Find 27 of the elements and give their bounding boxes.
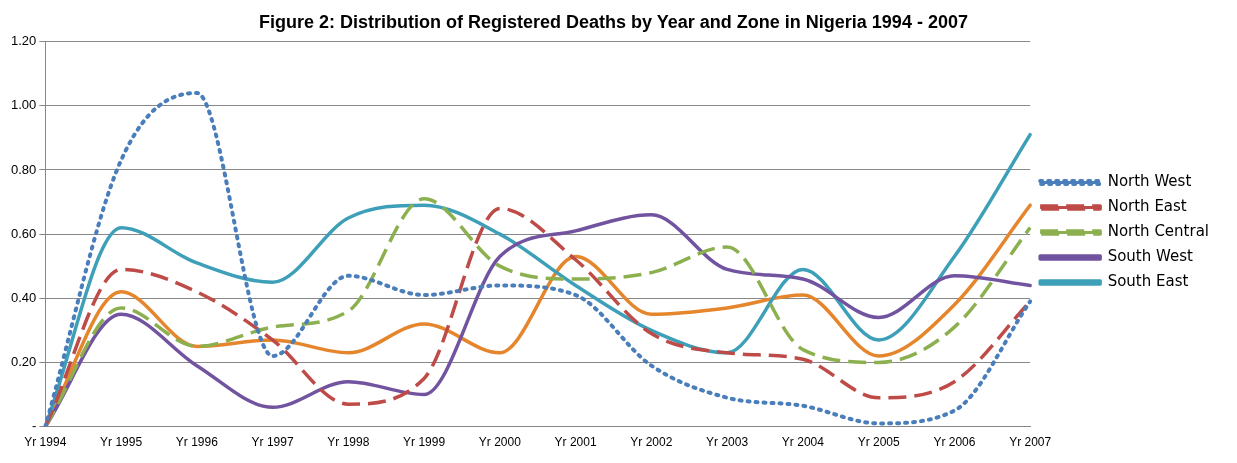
legend-label: South West [1107, 247, 1194, 266]
legend-label: South East [1107, 272, 1189, 291]
y-tick-label: 1.20 [10, 33, 37, 49]
y-tick-label: - [31, 418, 37, 434]
x-tick-label: Yr 1999 [403, 435, 446, 450]
legend-label: North West [1107, 172, 1192, 191]
x-tick-label: Yr 2007 [1009, 435, 1052, 450]
x-tick-label: Yr 1996 [175, 435, 219, 450]
legend-label: North East [1107, 197, 1187, 216]
y-tick-label: 0.60 [10, 225, 37, 241]
y-tick-label: 1.00 [10, 97, 37, 113]
x-tick-label: Yr 2005 [857, 435, 900, 450]
y-tick-label: 0.20 [10, 354, 37, 370]
legend-label: North Central [1107, 222, 1210, 241]
x-tick-label: Yr 2004 [781, 435, 825, 450]
chart-title: Figure 2: Distribution of Registered Deaths by Year and Zone in Nigeria 1994 - 2007 [259, 11, 968, 32]
x-tick-label: Yr 2003 [706, 435, 749, 450]
y-tick-label: 0.40 [10, 289, 37, 305]
y-tick-label: 0.80 [10, 161, 37, 177]
x-tick-label: Yr 2006 [933, 435, 976, 450]
x-tick-label: Yr 1997 [251, 435, 294, 450]
x-tick-label: Yr 1998 [327, 435, 370, 450]
x-tick-label: Yr 1994 [24, 435, 67, 450]
x-tick-label: Yr 2001 [554, 435, 597, 450]
x-tick-label: Yr 2002 [630, 435, 673, 450]
x-tick-label: Yr 2000 [478, 435, 522, 450]
x-tick-label: Yr 1995 [100, 435, 143, 450]
